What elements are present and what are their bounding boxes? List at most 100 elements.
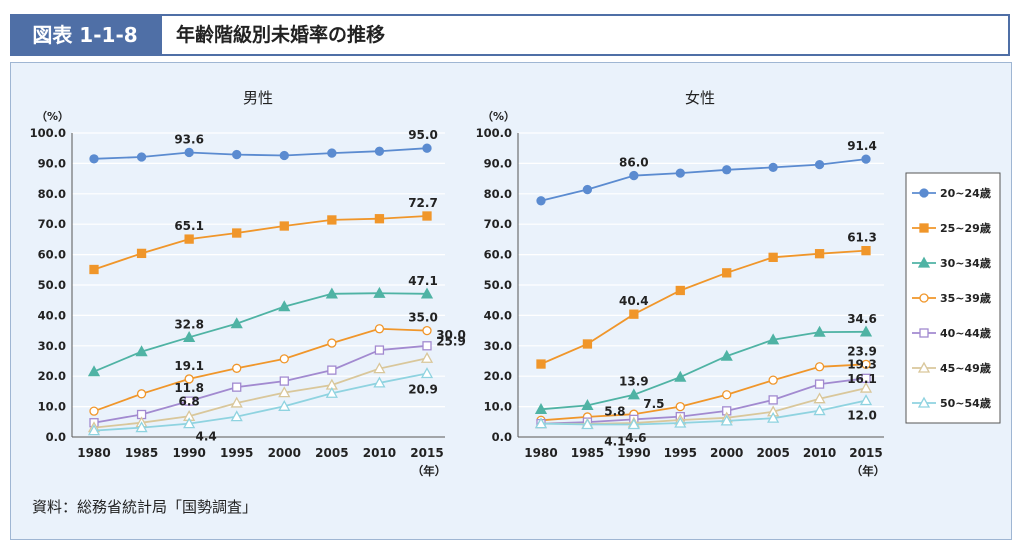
data-label: 19.1 — [174, 359, 204, 373]
data-point — [183, 330, 196, 342]
data-point — [183, 417, 196, 429]
figure-title: 年齢階級別未婚率の推移 — [176, 24, 386, 46]
series-6: 4.1 12.0 — [534, 394, 877, 449]
y-tick-label: 70.0 — [484, 217, 512, 231]
data-point — [373, 376, 386, 388]
data-point — [674, 416, 687, 428]
y-tick-label: 40.0 — [38, 308, 66, 322]
data-point — [722, 165, 732, 175]
y-tick-label: 0.0 — [46, 430, 66, 444]
y-tick-label: 100.0 — [30, 126, 66, 140]
x-tick-label: 1980 — [524, 446, 557, 460]
data-point — [136, 152, 147, 162]
data-point — [278, 399, 291, 411]
series-line — [540, 158, 867, 202]
legend-marker — [917, 396, 931, 408]
data-point — [582, 339, 593, 349]
data-point — [768, 252, 778, 262]
data-label: 86.0 — [619, 156, 649, 170]
data-point — [279, 221, 289, 231]
data-point — [278, 300, 291, 312]
series-3: 7.5 23.9 — [536, 344, 877, 425]
figure-number-badge: 図表 1-1-8 — [10, 14, 160, 56]
data-label: 95.0 — [408, 128, 438, 142]
data-point — [420, 351, 434, 363]
x-tick-label: 2000 — [710, 446, 743, 460]
series-line — [540, 399, 867, 426]
data-point — [230, 410, 243, 422]
y-tick-label: 90.0 — [38, 156, 66, 170]
data-point — [675, 401, 685, 412]
legend-marker — [919, 293, 929, 303]
x-tick-label: 2000 — [268, 446, 301, 460]
data-point — [859, 381, 873, 393]
data-label: 40.4 — [619, 294, 649, 308]
data-point — [232, 363, 242, 373]
data-point — [325, 287, 338, 299]
x-axis-unit: （年） — [412, 464, 447, 478]
data-point — [814, 379, 825, 389]
data-label: 65.1 — [174, 219, 204, 233]
x-tick-label: 2015 — [849, 446, 882, 460]
y-tick-label: 100.0 — [476, 126, 512, 140]
series-line — [540, 377, 867, 425]
data-point — [581, 399, 594, 411]
data-point — [89, 154, 99, 164]
y-axis-unit: （%） — [36, 110, 69, 123]
data-point — [861, 245, 871, 256]
data-point — [720, 349, 733, 361]
data-label: 25.9 — [436, 334, 466, 348]
series-line — [93, 327, 428, 413]
data-point — [767, 333, 780, 345]
legend-marker — [917, 256, 931, 268]
data-point — [675, 285, 685, 296]
data-point — [184, 147, 194, 158]
series-line — [540, 249, 867, 365]
data-point — [422, 325, 432, 336]
y-tick-label: 30.0 — [38, 339, 66, 353]
x-tick-label: 2005 — [756, 446, 789, 460]
data-point — [87, 424, 101, 436]
chart-male: 男性 （%） 0.0 10.0 20.0 30.0 40.0 50.0 60.0 70.0 80.0… — [30, 89, 466, 478]
data-point — [184, 374, 194, 384]
series-line — [540, 363, 867, 422]
x-tick-label: 2015 — [410, 446, 443, 460]
y-tick-label: 50.0 — [38, 278, 66, 292]
data-label: 72.7 — [408, 196, 438, 210]
data-point — [374, 324, 385, 334]
data-point — [422, 211, 432, 221]
series-2: 13.9 34.6 — [534, 312, 877, 414]
figure-header: 図表 1-1-8 年齢階級別未婚率の推移 — [10, 14, 1010, 56]
chart-title: 男性 — [243, 89, 273, 107]
data-point — [768, 162, 778, 173]
data-point — [373, 362, 386, 374]
y-tick-label: 40.0 — [484, 308, 512, 322]
data-label: 30.0 — [436, 328, 466, 342]
series-line — [540, 330, 867, 411]
data-point — [768, 375, 778, 385]
data-label: 16.1 — [847, 372, 877, 386]
data-label: 93.6 — [174, 132, 204, 146]
y-tick-label: 50.0 — [484, 278, 512, 292]
data-point — [534, 402, 548, 414]
data-label: 20.9 — [408, 382, 438, 396]
data-point — [422, 341, 432, 351]
data-label: 32.8 — [174, 317, 204, 331]
data-point — [767, 411, 780, 423]
series-5: 6.8 25.9 — [87, 334, 466, 433]
data-label: 12.0 — [847, 409, 877, 423]
y-tick-label: 80.0 — [38, 187, 66, 201]
legend-item: 25~29歳 — [912, 221, 991, 235]
data-point — [859, 394, 873, 406]
series-line — [93, 357, 428, 429]
chart-female: 女性 （%） 0.0 10.0 20.0 30.0 40.0 50.0 60.0 70.0 80.0… — [476, 89, 886, 478]
legend-item: 50~54歳 — [912, 396, 991, 410]
data-point — [536, 196, 546, 206]
legend-label: 30~34歳 — [940, 256, 991, 270]
x-tick-label: 2010 — [363, 446, 396, 460]
source-note: 資料：総務省統計局「国勢調査」 — [32, 498, 258, 516]
y-tick-label: 60.0 — [38, 248, 66, 262]
legend-label: 25~29歳 — [940, 221, 991, 235]
data-point — [325, 386, 338, 398]
